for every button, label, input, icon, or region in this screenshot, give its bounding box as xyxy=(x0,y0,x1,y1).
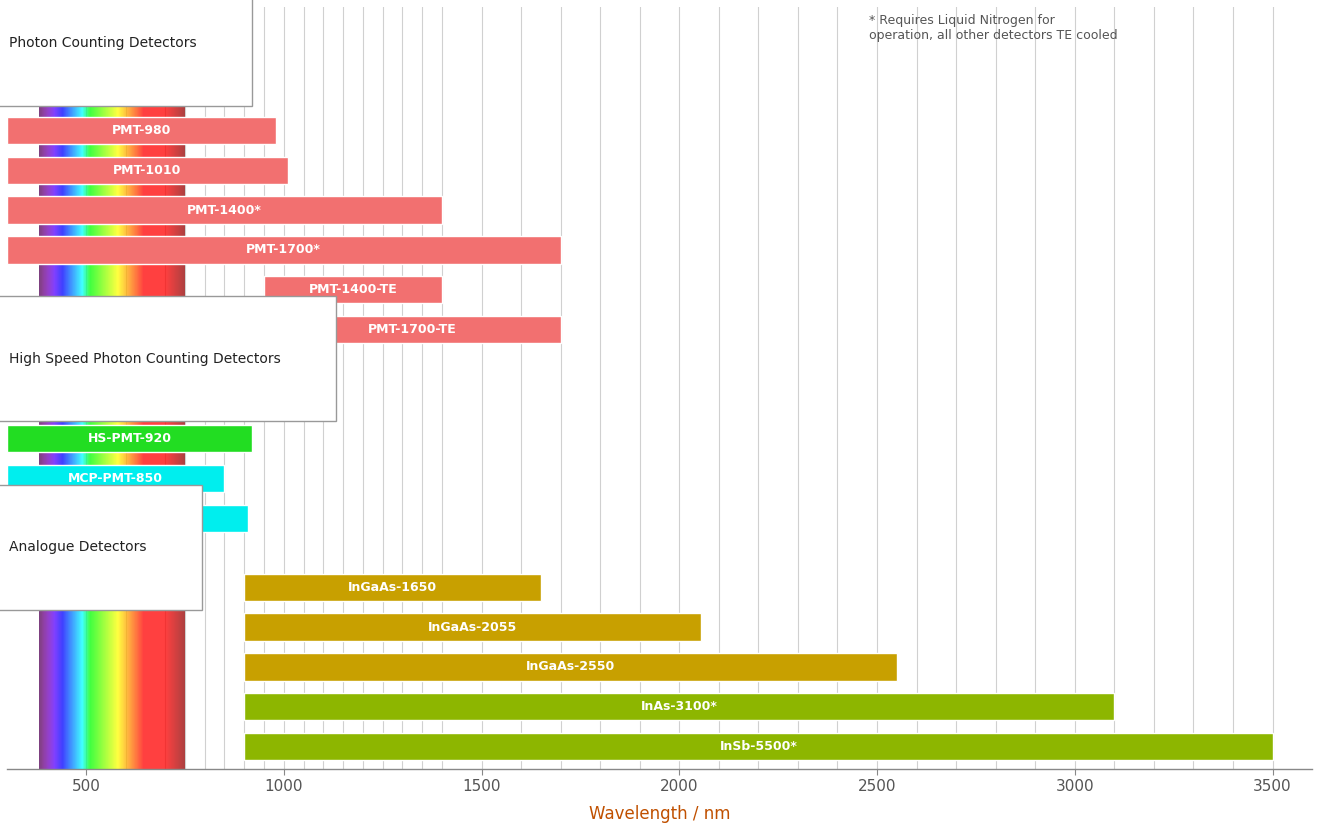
Text: HS-PMT-920: HS-PMT-920 xyxy=(87,432,171,445)
Bar xyxy=(244,653,897,681)
Bar xyxy=(244,733,1273,760)
Text: PMT-1400*: PMT-1400* xyxy=(187,203,262,217)
Text: InGaAs-1650: InGaAs-1650 xyxy=(348,581,437,593)
Bar xyxy=(7,157,288,183)
Bar xyxy=(7,76,244,104)
Bar xyxy=(7,505,248,532)
Text: PMT-980: PMT-980 xyxy=(112,124,171,137)
Bar xyxy=(7,465,224,492)
Text: MCP-PMT-910: MCP-PMT-910 xyxy=(80,512,175,525)
Text: PMT-1700*: PMT-1700* xyxy=(247,243,322,256)
Bar xyxy=(7,385,232,413)
Text: High Speed Photon Counting Detectors: High Speed Photon Counting Detectors xyxy=(9,352,281,366)
Text: HS-PMT-870: HS-PMT-870 xyxy=(78,392,162,405)
Text: InAs-3100*: InAs-3100* xyxy=(641,701,718,713)
Bar xyxy=(244,613,700,641)
Text: PMT-1010: PMT-1010 xyxy=(113,164,182,177)
Text: PMT-1700-TE: PMT-1700-TE xyxy=(368,323,456,336)
Text: PMT-900: PMT-900 xyxy=(96,84,156,97)
Text: MCP-PMT-850: MCP-PMT-850 xyxy=(69,472,164,485)
Text: InGaAs-2055: InGaAs-2055 xyxy=(427,621,517,633)
Text: InSb-5500*: InSb-5500* xyxy=(719,740,797,754)
Bar xyxy=(244,693,1115,720)
X-axis label: Wavelength / nm: Wavelength / nm xyxy=(588,805,731,823)
Bar xyxy=(244,574,541,601)
Bar xyxy=(264,316,561,344)
Text: Analogue Detectors: Analogue Detectors xyxy=(9,540,146,554)
Text: InGaAs-2550: InGaAs-2550 xyxy=(526,661,615,673)
Text: PMT-1400-TE: PMT-1400-TE xyxy=(309,283,397,296)
Bar xyxy=(264,276,442,304)
Bar xyxy=(7,197,442,223)
Bar xyxy=(7,117,276,144)
Bar xyxy=(7,425,252,452)
Text: Photon Counting Detectors: Photon Counting Detectors xyxy=(9,37,197,50)
Bar xyxy=(7,237,561,264)
Text: * Requires Liquid Nitrogen for
operation, all other detectors TE cooled: * Requires Liquid Nitrogen for operation… xyxy=(869,14,1117,42)
